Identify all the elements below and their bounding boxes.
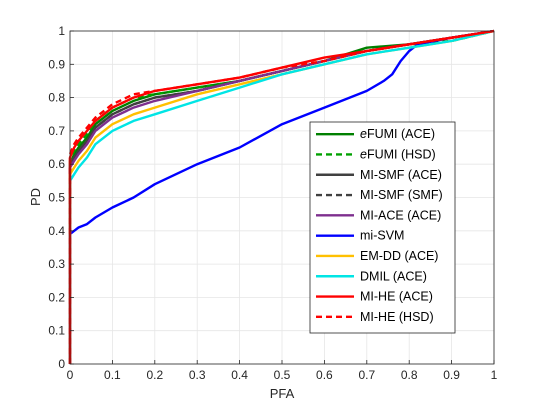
y-tick-label: 0.6 [48,157,65,171]
x-tick-label: 0.2 [146,368,163,382]
x-tick-label: 0.5 [274,368,291,382]
y-tick-label: 0.3 [48,257,65,271]
legend-entry: DMIL (ACE) [360,269,427,283]
x-tick-label: 1 [491,368,498,382]
x-tick-label: 0.4 [231,368,248,382]
legend-entry: EM-DD (ACE) [360,249,438,263]
y-tick-label: 0.7 [48,124,65,138]
legend-entry: MI-ACE (ACE) [360,208,441,222]
axis-ticks: 0 0.1 0.2 0.3 0.4 0.5 0.6 0.7 0.8 0.9 1 0 0.1 0.2 0.3 0… [48,24,497,382]
y-tick-label: 0.8 [48,91,65,105]
x-tick-label: 0.7 [358,368,375,382]
legend-entry: MI-SMF (ACE) [360,168,442,182]
legend-entry: mi-SVM [360,229,404,243]
x-tick-label: 0 [67,368,74,382]
y-tick-label: 0.9 [48,57,65,71]
series-layer [68,29,495,364]
legend-box [309,121,456,334]
legend-entry: eFUMI (HSD) [360,147,436,161]
legend-entry: MI-SMF (SMF) [360,188,443,202]
y-tick-label: 1 [58,24,65,38]
legend-entry: eFUMI (ACE) [360,127,435,141]
y-tick-label: 0.2 [48,290,65,304]
legend: eFUMI (ACE) eFUMI (HSD) MI-SMF (ACE) MI-SMF… [309,121,456,334]
x-tick-label: 0.8 [401,368,418,382]
series-line-9 [68,29,495,364]
x-tick-label: 0.1 [104,368,121,382]
y-axis-label: PD [28,188,43,206]
legend-entry: MI-HE (HSD) [360,310,434,324]
x-axis-label: PFA [270,386,295,401]
y-tick-label: 0 [58,357,65,371]
series-line-7 [68,29,495,364]
legend-entry: MI-HE (ACE) [360,290,433,304]
x-tick-label: 0.3 [189,368,206,382]
series-line-0 [68,29,495,364]
x-tick-label: 0.9 [443,368,460,382]
x-tick-label: 0.6 [316,368,333,382]
y-tick-label: 0.5 [48,191,65,205]
y-tick-label: 0.4 [48,224,65,238]
series-line-5 [68,29,495,364]
y-tick-label: 0.1 [48,324,65,338]
